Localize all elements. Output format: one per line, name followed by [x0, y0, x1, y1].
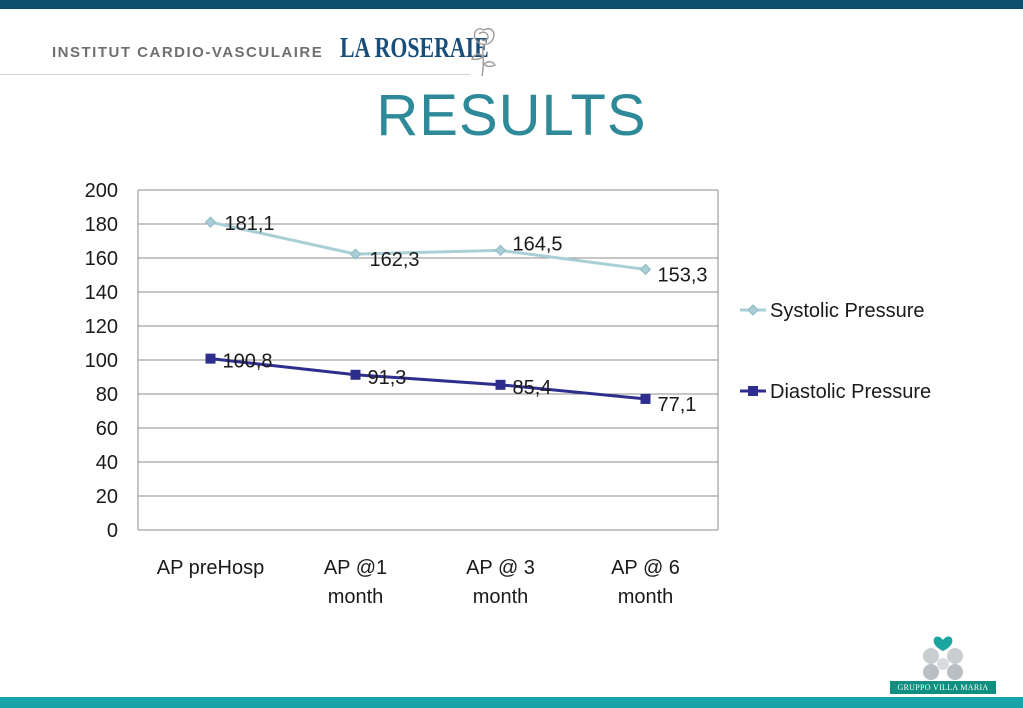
series-line	[210, 220, 646, 271]
y-tick-label: 80	[96, 384, 118, 406]
data-label: 153,3	[658, 264, 708, 286]
y-tick-label: 60	[96, 418, 118, 440]
y-tick-label: 0	[107, 520, 118, 542]
data-point-marker	[349, 248, 362, 260]
data-label: 162,3	[370, 249, 420, 271]
y-tick-label: 200	[85, 180, 118, 202]
y-tick-label: 120	[85, 316, 118, 338]
rose-icon	[470, 28, 497, 77]
chart-grid	[137, 189, 719, 531]
series-diastolic: 100,8 91,3 85,4 77,1	[205, 351, 697, 416]
data-label: 164,5	[513, 233, 563, 255]
data-point-marker	[495, 379, 506, 390]
data-label: 181,1	[225, 213, 275, 235]
y-tick-label: 100	[85, 350, 118, 372]
legend-marker	[748, 386, 758, 396]
brand-name: LA ROSERAIE	[340, 33, 489, 64]
y-tick-label: 140	[85, 282, 118, 304]
x-tick-label: AP @ 3 month	[466, 557, 535, 608]
y-axis-ticks: 0 20 40 60 80 100 120 140 160 180 200	[85, 180, 118, 542]
header-divider	[0, 74, 470, 75]
data-label: 100,8	[223, 351, 273, 373]
legend-marker	[747, 304, 759, 316]
series-systolic: 181,1 162,3 164,5 153,3	[204, 213, 708, 286]
x-tick-label: AP preHosp	[157, 557, 264, 579]
data-point-marker	[204, 216, 217, 228]
chart-legend: Systolic Pressure Diastolic Pressure	[740, 300, 931, 403]
legend-label: Diastolic Pressure	[770, 381, 931, 403]
x-axis-ticks: AP preHosp AP @1 month AP @ 3 month AP @ 6 mon…	[157, 557, 680, 608]
data-label: 85,4	[513, 377, 552, 399]
footer-logo-text: GRUPPO VILLA MARIA	[890, 681, 996, 694]
bottom-accent-bar	[0, 697, 1023, 708]
institute-name: INSTITUT CARDIO-VASCULAIRE	[52, 44, 324, 61]
data-point-marker	[350, 369, 361, 380]
gruppo-villa-maria-logo-icon	[923, 636, 963, 680]
top-accent-bar	[0, 0, 1023, 9]
data-label: 91,3	[368, 367, 407, 389]
x-tick-label: AP @ 6 month	[611, 557, 680, 608]
x-tick-label: AP @1 month	[324, 557, 387, 608]
data-label: 77,1	[658, 394, 697, 416]
page-title: RESULTS	[376, 83, 647, 148]
data-point-marker	[494, 244, 507, 257]
data-point-marker	[640, 393, 651, 404]
y-tick-label: 160	[85, 248, 118, 270]
y-tick-label: 180	[85, 214, 118, 236]
legend-label: Systolic Pressure	[770, 300, 925, 322]
chart-series: 181,1 162,3 164,5 153,3 100,8 91,3 85,4 77,1	[204, 213, 708, 416]
y-tick-label: 40	[96, 452, 118, 474]
data-point-marker	[205, 353, 216, 364]
data-point-marker	[639, 263, 652, 276]
series-line	[210, 357, 646, 401]
y-tick-label: 20	[96, 486, 118, 508]
